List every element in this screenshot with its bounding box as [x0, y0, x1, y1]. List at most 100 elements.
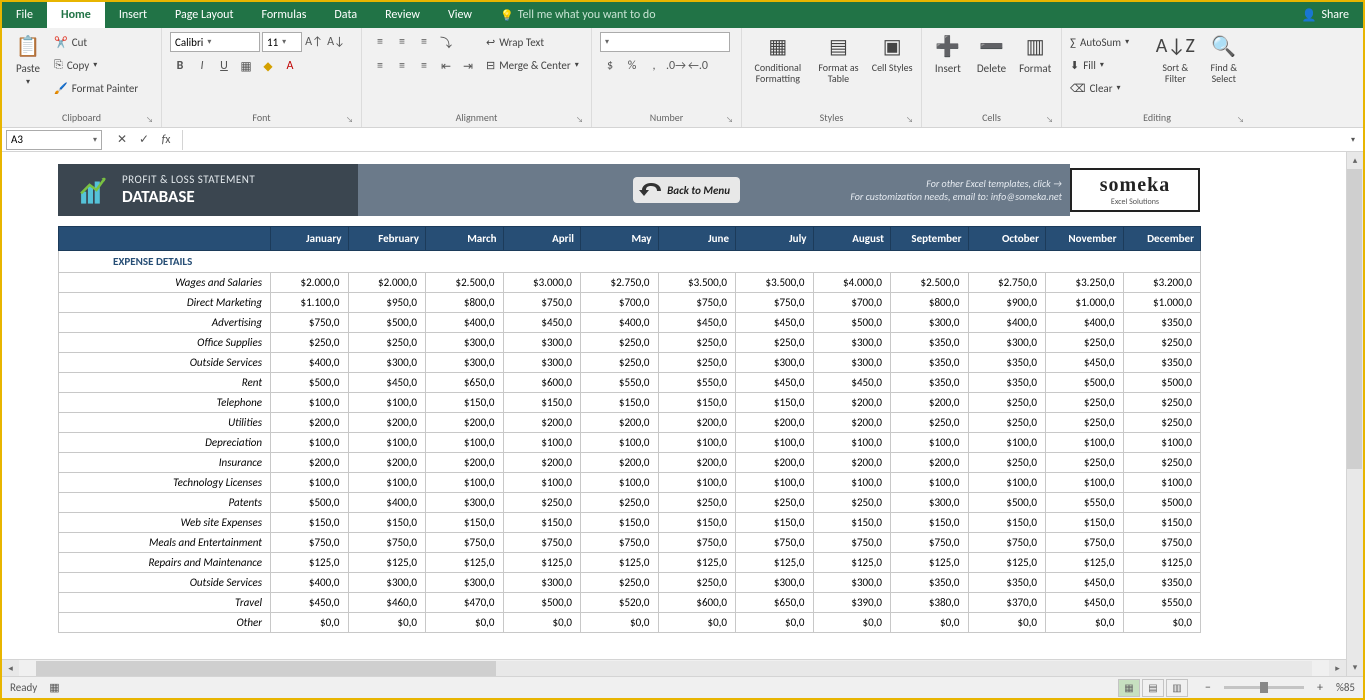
cell[interactable]: $0,0 — [658, 613, 736, 633]
cell[interactable]: $300,0 — [503, 333, 581, 353]
cell[interactable]: $150,0 — [348, 513, 426, 533]
orientation-button[interactable]: ⤵ — [436, 32, 456, 52]
cell[interactable]: $150,0 — [1046, 513, 1124, 533]
cell[interactable]: $150,0 — [426, 513, 504, 533]
row-label[interactable]: Web site Expenses — [59, 513, 271, 533]
currency-button[interactable]: $ — [600, 56, 620, 76]
format-cells-button[interactable]: ▥Format — [1017, 32, 1053, 102]
cell[interactable]: $250,0 — [581, 573, 659, 593]
cell[interactable]: $300,0 — [426, 493, 504, 513]
paste-button[interactable]: 📋Paste▾ — [10, 32, 46, 102]
cell[interactable]: $350,0 — [968, 373, 1046, 393]
cell[interactable]: $250,0 — [1123, 393, 1201, 413]
cell[interactable]: $0,0 — [968, 613, 1046, 633]
clear-button[interactable]: ⌫Clear▾ — [1070, 78, 1147, 98]
cell[interactable]: $200,0 — [581, 413, 659, 433]
cell[interactable]: $100,0 — [891, 433, 969, 453]
row-label[interactable]: Office Supplies — [59, 333, 271, 353]
decrease-decimal-button[interactable]: ←.0 — [688, 56, 708, 76]
cell[interactable]: $250,0 — [581, 353, 659, 373]
cell[interactable]: $100,0 — [503, 473, 581, 493]
cell[interactable]: $200,0 — [736, 413, 814, 433]
cell[interactable]: $0,0 — [348, 613, 426, 633]
row-label[interactable]: Rent — [59, 373, 271, 393]
cell[interactable]: $100,0 — [658, 473, 736, 493]
tab-view[interactable]: View — [434, 2, 486, 28]
worksheet-area[interactable]: PROFIT & LOSS STATEMENT DATABASE Back to… — [2, 152, 1346, 659]
cell[interactable]: $300,0 — [891, 493, 969, 513]
cell[interactable]: $250,0 — [968, 453, 1046, 473]
cell[interactable]: $750,0 — [581, 533, 659, 553]
cell[interactable]: $100,0 — [813, 433, 891, 453]
cell[interactable]: $100,0 — [581, 433, 659, 453]
cell[interactable]: $150,0 — [736, 393, 814, 413]
cell[interactable]: $500,0 — [1123, 493, 1201, 513]
cell[interactable]: $250,0 — [736, 333, 814, 353]
decrease-font-button[interactable]: A↓ — [326, 32, 346, 52]
cell[interactable]: $700,0 — [581, 293, 659, 313]
cell[interactable]: $125,0 — [503, 553, 581, 573]
tab-page-layout[interactable]: Page Layout — [161, 2, 247, 28]
cell[interactable]: $125,0 — [581, 553, 659, 573]
cell[interactable]: $650,0 — [736, 593, 814, 613]
cell[interactable]: $1.000,0 — [1046, 293, 1124, 313]
cell[interactable]: $2.000,0 — [348, 273, 426, 293]
cell[interactable]: $600,0 — [503, 373, 581, 393]
cell[interactable]: $500,0 — [348, 313, 426, 333]
cell[interactable]: $250,0 — [1123, 453, 1201, 473]
cell[interactable]: $300,0 — [891, 313, 969, 333]
cell[interactable]: $0,0 — [426, 613, 504, 633]
cell[interactable]: $250,0 — [581, 333, 659, 353]
cell[interactable]: $125,0 — [426, 553, 504, 573]
cell[interactable]: $500,0 — [1046, 373, 1124, 393]
cell[interactable]: $150,0 — [581, 393, 659, 413]
cell[interactable]: $750,0 — [736, 533, 814, 553]
cell[interactable]: $150,0 — [271, 513, 349, 533]
cell[interactable]: $300,0 — [813, 333, 891, 353]
cell[interactable]: $250,0 — [1123, 413, 1201, 433]
cell[interactable]: $2.000,0 — [271, 273, 349, 293]
cell[interactable]: $450,0 — [736, 313, 814, 333]
cell[interactable]: $125,0 — [1123, 553, 1201, 573]
fill-color-button[interactable]: ◆ — [258, 56, 278, 76]
cell[interactable]: $150,0 — [503, 393, 581, 413]
cell[interactable]: $100,0 — [1123, 433, 1201, 453]
scroll-up-button[interactable]: ▴ — [1347, 152, 1363, 169]
cell[interactable]: $300,0 — [348, 573, 426, 593]
cancel-formula-button[interactable]: ✕ — [112, 130, 132, 150]
cell[interactable]: $750,0 — [658, 533, 736, 553]
cell[interactable]: $0,0 — [891, 613, 969, 633]
cell[interactable]: $150,0 — [736, 513, 814, 533]
cell[interactable]: $150,0 — [581, 513, 659, 533]
align-middle-button[interactable]: ≡ — [392, 32, 412, 52]
cell[interactable]: $3.500,0 — [736, 273, 814, 293]
row-label[interactable]: Other — [59, 613, 271, 633]
delete-cells-button[interactable]: ➖Delete — [974, 32, 1010, 102]
cell[interactable]: $500,0 — [968, 493, 1046, 513]
cell[interactable]: $100,0 — [1123, 473, 1201, 493]
cell[interactable]: $100,0 — [348, 393, 426, 413]
cell[interactable]: $460,0 — [348, 593, 426, 613]
cell[interactable]: $250,0 — [581, 493, 659, 513]
cell[interactable]: $1.000,0 — [1123, 293, 1201, 313]
row-label[interactable]: Outside Services — [59, 573, 271, 593]
cell[interactable]: $450,0 — [271, 593, 349, 613]
cell[interactable]: $350,0 — [1123, 353, 1201, 373]
cell[interactable]: $250,0 — [658, 493, 736, 513]
comma-button[interactable]: , — [644, 56, 664, 76]
cell[interactable]: $250,0 — [658, 353, 736, 373]
cell[interactable]: $750,0 — [1123, 533, 1201, 553]
underline-button[interactable]: U — [214, 56, 234, 76]
cell[interactable]: $350,0 — [968, 573, 1046, 593]
cell[interactable]: $100,0 — [426, 433, 504, 453]
cell[interactable]: $250,0 — [736, 493, 814, 513]
align-right-button[interactable]: ≡ — [414, 56, 434, 76]
tell-me[interactable]: Tell me what you want to do — [486, 2, 670, 28]
cell[interactable]: $750,0 — [348, 533, 426, 553]
enter-formula-button[interactable]: ✓ — [134, 130, 154, 150]
cell[interactable]: $125,0 — [348, 553, 426, 573]
row-label[interactable]: Technology Licenses — [59, 473, 271, 493]
cell[interactable]: $350,0 — [891, 353, 969, 373]
increase-decimal-button[interactable]: .0→ — [666, 56, 686, 76]
sort-filter-button[interactable]: A↓ZSort & Filter — [1155, 32, 1195, 102]
